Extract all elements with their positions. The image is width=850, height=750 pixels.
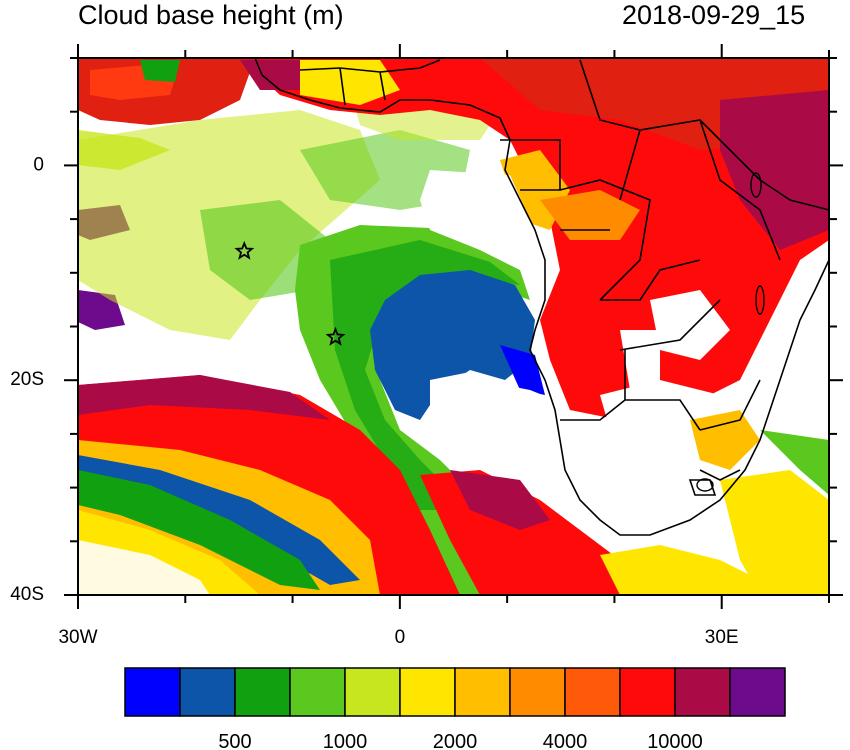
colorbar-label-500: 500 (218, 731, 251, 750)
colorbar-swatch (234, 667, 291, 717)
colorbar-swatch (619, 667, 676, 717)
colorbar-swatch (674, 667, 731, 717)
lat-label-0: 0 (33, 154, 44, 175)
colorbar-label-2000: 2000 (433, 731, 478, 750)
axis-ticks (64, 44, 843, 609)
colorbar (124, 667, 786, 717)
map-field (78, 58, 829, 595)
colorbar-label-10000: 10000 (647, 731, 703, 750)
site-markers (234, 240, 346, 346)
colorbar-swatch (344, 667, 401, 717)
colorbar-swatch (289, 667, 346, 717)
colorbar-swatch (729, 667, 786, 717)
lon-label-30w: 30W (58, 627, 97, 648)
map-timestamp: 2018-09-29_15 (622, 0, 806, 30)
colorbar-swatch (399, 667, 456, 717)
colorbar-swatch (509, 667, 566, 717)
colorbar-swatch (124, 667, 181, 717)
map-title: Cloud base height (m) (78, 0, 344, 30)
lon-label-0: 0 (395, 627, 406, 648)
star-marker (325, 326, 346, 346)
star-marker (234, 240, 255, 260)
colorbar-label-1000: 1000 (323, 731, 368, 750)
colorbar-swatch (564, 667, 621, 717)
colorbar-label-4000: 4000 (543, 731, 588, 750)
lat-label-40s: 40S (10, 584, 44, 605)
lat-label-20s: 20S (10, 369, 44, 390)
colorbar-swatch (454, 667, 511, 717)
lon-label-30e: 30E (705, 627, 739, 648)
coastlines (254, 58, 829, 536)
colorbar-swatch (179, 667, 236, 717)
